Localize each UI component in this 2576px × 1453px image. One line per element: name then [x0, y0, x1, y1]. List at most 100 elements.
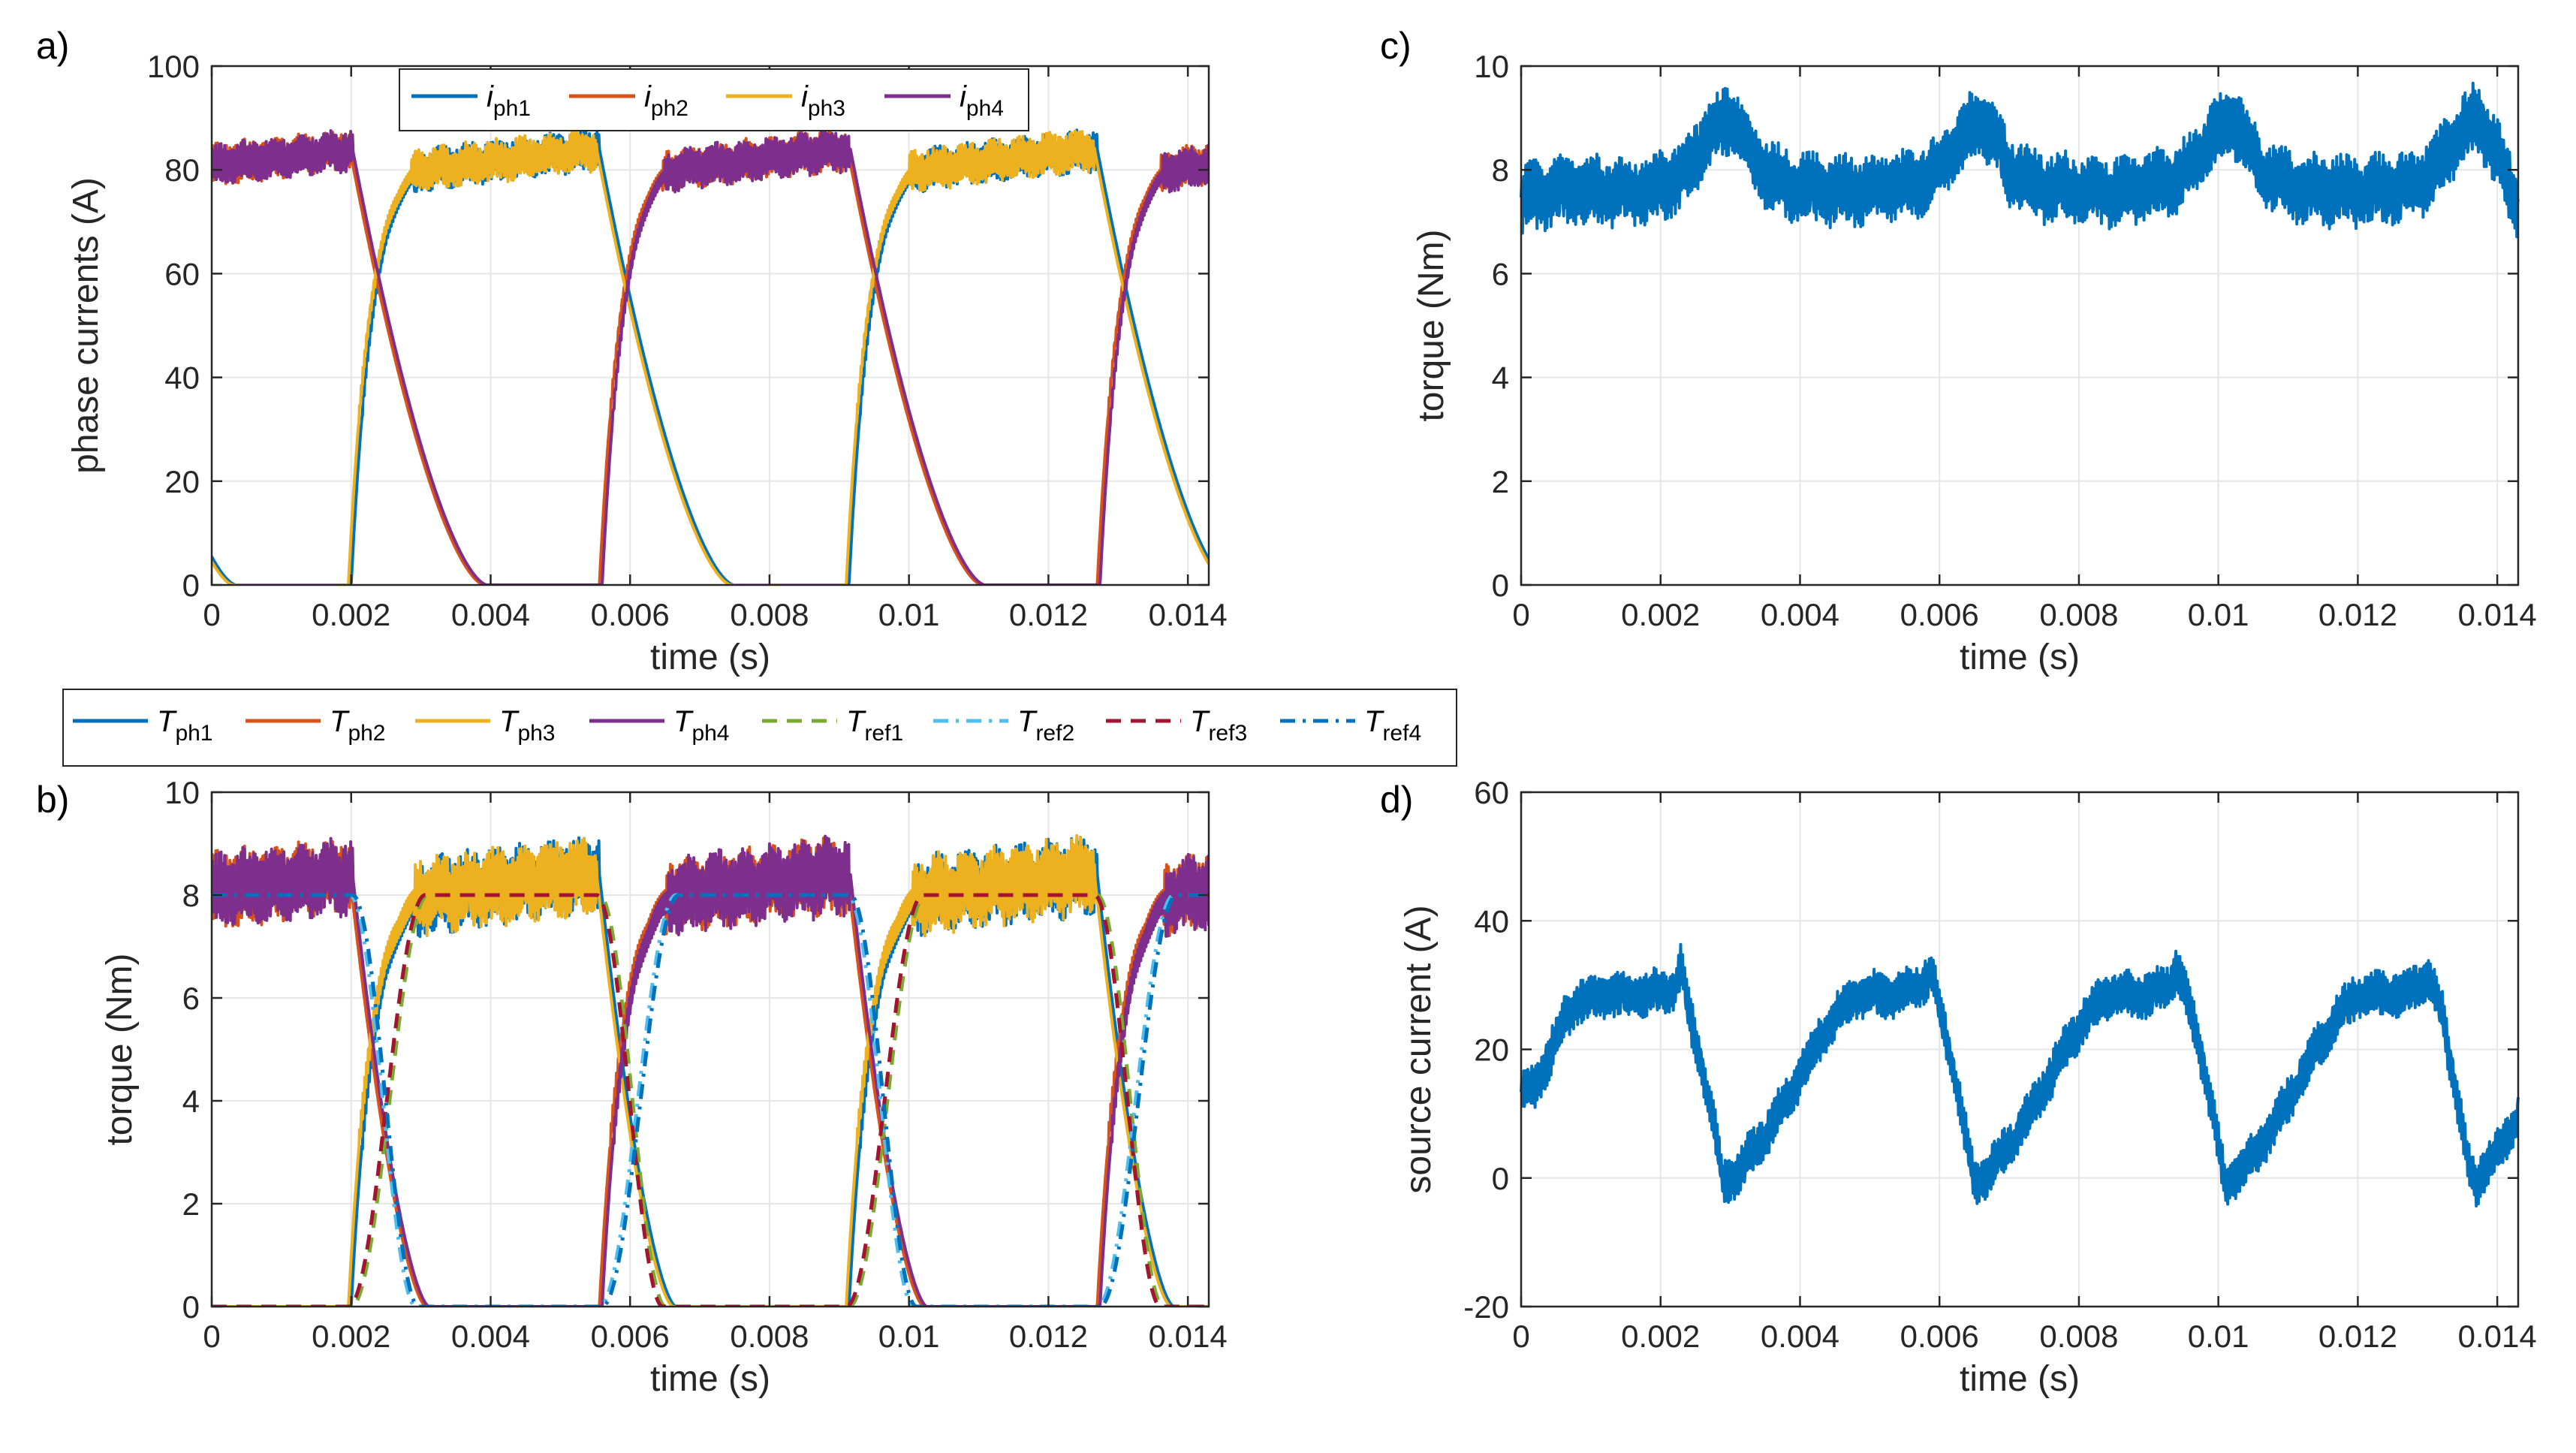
series-line-ph3: [212, 129, 1209, 585]
legend-label-ph3: iph3: [801, 80, 845, 121]
axes-box: [210, 791, 1210, 1308]
x-tick-label: 0.008: [730, 597, 809, 632]
y-tick-label: 60: [164, 256, 200, 291]
x-tick-label: 0.012: [1009, 597, 1088, 632]
legend-symbol: T: [673, 705, 694, 738]
x-tick-label: 0: [1512, 597, 1529, 632]
legend-symbol: T: [157, 705, 177, 738]
legend-label-ph1: Tph1: [157, 705, 213, 746]
legend-subscript: ph1: [175, 721, 212, 746]
panel-label: b): [36, 779, 69, 821]
chart-panel-b: 0 0.002 0.004 0.006 0.008 0.01 0.012 0.014 0 2 4 6 8…: [36, 775, 1228, 1399]
plot-area: [1521, 66, 2518, 585]
legend-subscript: ph4: [691, 721, 729, 746]
y-tick-label: 0: [182, 568, 200, 603]
y-tick-label: 40: [164, 360, 200, 396]
x-tick-label: 0.006: [591, 597, 670, 632]
legend-subscript: ref3: [1208, 721, 1247, 746]
x-tick-label: 0: [203, 1319, 220, 1354]
legend-b: Tph1 Tph2 Tph3 Tph4 Tref1 Tref2 Tref3 Tref4: [62, 689, 1457, 767]
y-tick-label: 4: [1492, 360, 1509, 396]
x-tick-label: 0.006: [1900, 597, 1979, 632]
y-axis-label: phase currents (A): [66, 177, 106, 474]
legend-box: [62, 689, 1457, 767]
y-axis-label: torque (Nm): [1412, 229, 1451, 421]
legend-symbol: T: [1017, 705, 1038, 738]
legend-subscript: ref2: [1035, 721, 1074, 746]
x-tick-label: 0.002: [1621, 1319, 1700, 1354]
series-line-ph4: [212, 129, 1209, 585]
x-axis-label: time (s): [650, 1359, 770, 1399]
y-tick-label: -20: [1463, 1289, 1509, 1325]
x-tick-label: 0.004: [1761, 597, 1839, 632]
y-axis-label: torque (Nm): [100, 953, 140, 1145]
x-tick-label: 0: [1512, 1319, 1529, 1354]
legend-label-ph4: iph4: [960, 80, 1004, 121]
panel-label: d): [1380, 779, 1413, 821]
x-tick-label: 0.008: [2039, 597, 2118, 632]
y-tick-label: 0: [1492, 568, 1509, 603]
x-tick-label: 0.006: [591, 1319, 670, 1354]
y-tick-label: 20: [164, 464, 200, 499]
series-group: [212, 128, 1209, 585]
legend-symbol: T: [330, 705, 350, 738]
legend-label-ref3: Tref3: [1190, 705, 1247, 746]
legend-symbol: i: [801, 80, 809, 113]
series-line-ref4: [212, 893, 1209, 1307]
x-tick-label: 0.014: [1149, 1319, 1228, 1354]
series-line-ref1: [212, 893, 1209, 1307]
legend-label-ref1: Tref1: [846, 705, 903, 746]
legend-label-ph2: Tph2: [330, 705, 386, 746]
y-tick-label: 2: [182, 1186, 200, 1222]
y-tick-label: 2: [1492, 464, 1509, 499]
legend-label-ph4: Tph4: [673, 705, 730, 746]
chart-panel-d: 0 0.002 0.004 0.006 0.008 0.01 0.012 0.014-2002…: [1380, 775, 2537, 1399]
y-tick-label: 0: [1492, 1161, 1509, 1196]
chart-panel-a: 0 0.002 0.004 0.006 0.008 0.01 0.012 0.014 0 20 40…: [36, 25, 1228, 677]
y-tick-label: 40: [1474, 903, 1509, 939]
panel-label: c): [1380, 25, 1412, 67]
legend-symbol: T: [1364, 705, 1384, 738]
x-tick-label: 0.002: [312, 597, 390, 632]
y-tick-label: 60: [1474, 775, 1509, 810]
chart-panel-c: 0 0.002 0.004 0.006 0.008 0.01 0.012 0.014 0 2 4 6 8…: [1380, 25, 2537, 677]
y-tick-label: 0: [182, 1289, 200, 1325]
legend-subscript: ph3: [517, 721, 555, 746]
x-axis-label: time (s): [1960, 638, 2080, 677]
legend-box: [399, 68, 1029, 131]
series-group: [212, 834, 1209, 1307]
x-tick-label: 0.004: [451, 1319, 530, 1354]
legend-subscript: ref1: [864, 721, 903, 746]
x-tick-label: 0.012: [2318, 1319, 2397, 1354]
legend-subscript: ref4: [1382, 721, 1421, 746]
x-tick-label: 0.014: [2458, 1319, 2537, 1354]
series-line-ph4: [212, 834, 1209, 1307]
x-tick-label: 0.008: [730, 1319, 809, 1354]
x-tick-label: 0.01: [878, 597, 940, 632]
y-axis-label: source current (A): [1399, 905, 1439, 1193]
x-tick-label: 0.008: [2039, 1319, 2118, 1354]
x-tick-label: 0.002: [1621, 597, 1700, 632]
axes-box: [210, 65, 1210, 586]
series-line-ref3: [212, 893, 1209, 1307]
x-axis-label: time (s): [1960, 1359, 2080, 1399]
x-tick-label: 0.004: [1761, 1319, 1839, 1354]
legend-label-ph1: iph1: [487, 80, 531, 121]
x-tick-label: 0.01: [2188, 1319, 2249, 1354]
series-line: [1520, 942, 2520, 1207]
y-tick-label: 6: [182, 981, 200, 1016]
y-tick-label: 10: [1474, 49, 1509, 84]
y-tick-label: 8: [182, 878, 200, 913]
legend-subscript: ph2: [651, 96, 688, 121]
y-tick-label: 6: [1492, 256, 1509, 291]
legend-symbol: T: [499, 705, 520, 738]
legend-subscript: ph1: [493, 96, 531, 121]
legend-label-ref2: Tref2: [1017, 705, 1074, 746]
legend-label-ph3: Tph3: [499, 705, 556, 746]
y-tick-label: 4: [182, 1084, 200, 1119]
legend-symbol: i: [960, 80, 967, 113]
y-tick-label: 10: [164, 775, 200, 810]
x-tick-label: 0.014: [1149, 597, 1228, 632]
x-tick-label: 0: [203, 597, 220, 632]
